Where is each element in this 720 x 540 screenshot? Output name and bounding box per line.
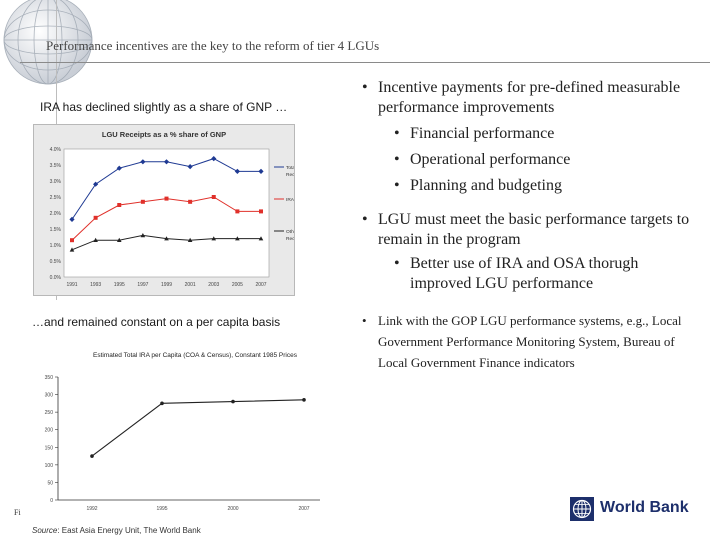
chart1-point (187, 164, 193, 170)
bullet-1-1-text: Financial performance (410, 125, 555, 142)
chart1-point (69, 216, 75, 222)
source-text: : East Asia Energy Unit, The World Bank (57, 526, 201, 535)
chart1-point (93, 215, 98, 220)
world-bank-logo: World Bank (570, 497, 700, 521)
chart1-point (259, 209, 263, 214)
chart1-y-tick: 3.5% (50, 163, 62, 169)
chart1-point (258, 168, 264, 174)
chart2-y-tick: 350 (45, 375, 54, 381)
chart2-y-tick: 250 (45, 410, 54, 416)
chart1-point (70, 238, 74, 243)
chart2-point (160, 401, 164, 406)
chart1-y-tick: 0.0% (50, 275, 62, 281)
chart1-point (116, 237, 122, 242)
chart2: Estimated Total IRA per Capita (COA & Ce… (45, 352, 320, 512)
chart2-x-tick: 1995 (156, 506, 167, 512)
chart2-y-tick: 150 (45, 445, 54, 451)
chart1-y-tick: 2.5% (50, 195, 62, 201)
chart1-legend-label: Other LGU (286, 229, 294, 235)
chart1-x-tick: 1995 (114, 282, 125, 288)
chart1-legend-label: IRA (286, 197, 294, 203)
chart1-point (164, 236, 169, 241)
chart1-point (116, 165, 122, 171)
chart1-point (258, 236, 264, 241)
chart1-x-tick: 2007 (255, 282, 266, 288)
chart1-caption: IRA has declined slightly as a share of … (40, 100, 288, 114)
bullet-1-1: • Financial performance (394, 125, 555, 142)
chart2-caption: …and remained constant on a per capita b… (32, 315, 281, 329)
chart1-point (211, 156, 217, 162)
chart1-x-tick: 1999 (161, 282, 172, 288)
chart1-frame: LGU Receipts as a % share of GNP 0.0% 0.5%… (33, 124, 310, 296)
bullet-1: • Incentive payments for pre-defined meas… (362, 79, 681, 116)
chart2-x-tick: 2007 (298, 506, 309, 512)
chart1-x-tick: 1997 (137, 282, 148, 288)
chart2-point (90, 454, 94, 458)
chart1-point (117, 203, 122, 207)
chart1-point (211, 236, 217, 241)
chart2-y-tick: 100 (45, 463, 54, 469)
chart1: LGU Receipts as a % share of GNP 0.0% 0.5%… (50, 130, 310, 288)
title-rule (20, 62, 710, 63)
chart2-point (231, 399, 235, 404)
globe-decoration (3, 0, 93, 85)
bullet-3: • Link with the GOP LGU performance syste… (362, 313, 682, 370)
chart1-point (188, 199, 193, 204)
chart1-point (69, 247, 75, 252)
bullet-3-text: Link with the GOP LGU performance system… (378, 313, 682, 370)
chart2-x-tick: 2000 (227, 506, 238, 512)
chart1-point (211, 195, 216, 199)
bullet-list: • Incentive payments for pre-defined meas… (362, 78, 692, 373)
chart1-point (140, 233, 146, 238)
logo-text: World Bank (600, 499, 689, 516)
chart1-y-tick: 0.5% (50, 259, 62, 265)
chart1-x-tick: 2003 (208, 282, 219, 288)
chart1-x-tick: 1991 (66, 282, 77, 288)
bullet-1-2: • Operational performance (394, 151, 571, 168)
chart2-y-tick: 50 (47, 480, 53, 486)
chart1-y-tick: 1.5% (50, 227, 62, 233)
chart1-y-tick: 2.0% (50, 211, 62, 217)
chart1-x-tick: 2001 (185, 282, 196, 288)
chart1-x-tick: 2005 (232, 282, 243, 288)
chart1-point (163, 159, 170, 165)
chart1-point (235, 236, 240, 241)
chart1-title: LGU Receipts as a % share of GNP (102, 130, 226, 139)
chart1-point (93, 237, 98, 242)
globe-grid-icon (570, 497, 594, 521)
chart2-point (302, 398, 306, 402)
chart1-legend-label: Total LGU (286, 165, 294, 171)
chart1-point (140, 159, 146, 165)
chart1-y-tick: 3.0% (50, 179, 62, 185)
bullet-1-text: Incentive payments for pre-defined measu… (378, 79, 681, 116)
chart1-point (187, 237, 193, 242)
chart2-y-tick: 200 (45, 428, 54, 434)
chart2-title: Estimated Total IRA per Capita (COA & Ce… (93, 352, 298, 359)
chart2-x-tick: 1992 (86, 506, 97, 512)
chart2-series-line (91, 399, 305, 457)
bullet-2-text: LGU must meet the basic performance targ… (378, 211, 690, 248)
chart1-point (164, 196, 169, 201)
source-note: Source: East Asia Energy Unit, The World… (32, 526, 201, 535)
chart2-y-tick: 300 (45, 393, 54, 399)
chart2-y-tick: 0 (50, 498, 53, 504)
chart1-y-tick: 1.0% (50, 243, 62, 249)
bullet-2-1-text: Better use of IRA and OSA thorugh improv… (410, 255, 639, 292)
chart1-legend-label: Receipts (286, 172, 294, 178)
bullet-1-3-text: Planning and budgeting (410, 177, 562, 194)
chart1-point (140, 199, 145, 204)
corner-marker: Fi (14, 508, 21, 517)
bullet-2: • LGU must meet the basic performance tar… (362, 211, 690, 248)
bullet-1-3: • Planning and budgeting (394, 177, 562, 194)
chart1-y-tick: 4.0% (50, 147, 62, 153)
bullet-2-1: • Better use of IRA and OSA thorugh impro… (394, 255, 639, 292)
chart1-legend-label: Receipts (286, 236, 294, 242)
slide-title: Performance incentives are the key to th… (46, 38, 380, 53)
chart1-point (234, 168, 240, 174)
source-label: Source (32, 526, 58, 535)
chart1-point (93, 181, 99, 187)
bullet-1-2-text: Operational performance (410, 151, 571, 168)
chart1-x-tick: 1993 (90, 282, 101, 288)
chart1-point (235, 209, 240, 214)
